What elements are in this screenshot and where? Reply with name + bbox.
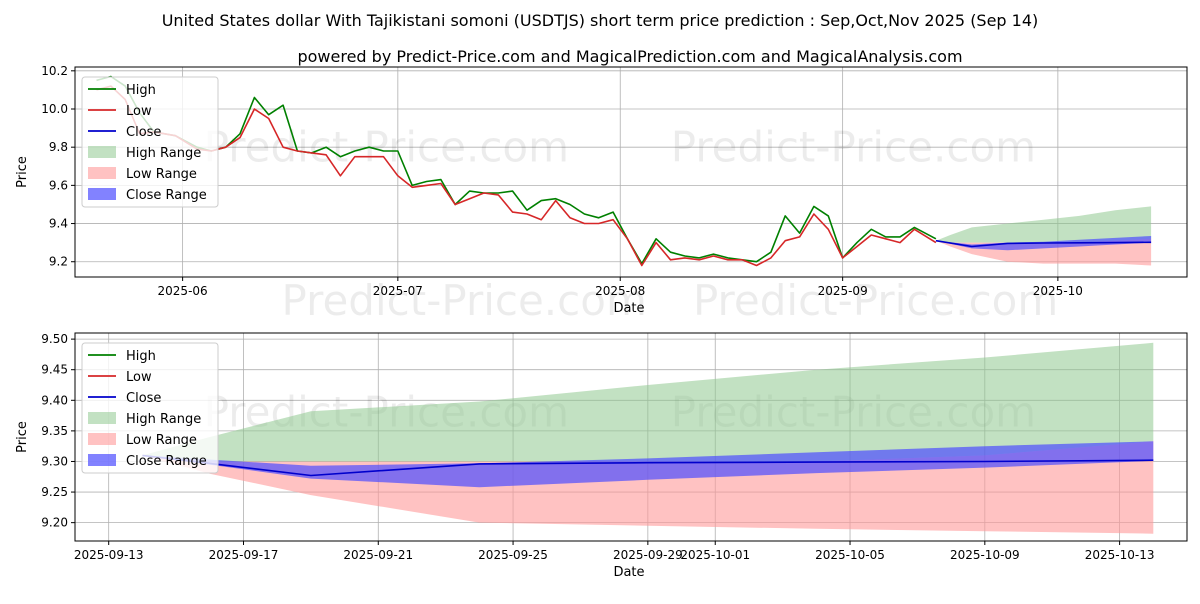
legend-item: Close Range <box>88 188 207 203</box>
y-tick-label: 10.2 <box>41 64 68 78</box>
plot-area <box>96 75 1152 267</box>
legend: High Low Close High Range Low Range Close Ran… <box>81 76 219 208</box>
high-line <box>96 75 937 265</box>
legend-item: High Range <box>88 146 201 161</box>
legend-swatch <box>88 412 116 424</box>
x-tick-label: 2025-10 <box>1033 284 1083 298</box>
x-tick-label: 2025-10-09 <box>950 548 1020 562</box>
legend-item: Low Range <box>88 433 197 448</box>
watermark-text: Predict-Price.com <box>204 123 569 172</box>
x-tick-label: 2025-08 <box>595 284 645 298</box>
legend-item: Low Range <box>88 167 197 182</box>
x-tick-label: 2025-09-21 <box>343 548 413 562</box>
legend-swatch <box>88 167 116 179</box>
legend-label: Low <box>126 370 152 385</box>
y-axis-label: Price <box>15 156 30 188</box>
legend-item: High <box>88 83 156 98</box>
x-tick-label: 2025-09 <box>818 284 868 298</box>
x-tick-label: 2025-06 <box>158 284 208 298</box>
x-tick-label: 2025-10-13 <box>1085 548 1155 562</box>
x-axis-label: Date <box>613 301 644 316</box>
legend-label: High Range <box>126 412 201 427</box>
x-tick-label: 2025-09-17 <box>209 548 279 562</box>
legend-label: High <box>126 349 156 364</box>
legend-label: Low Range <box>126 433 197 448</box>
y-tick-label: 9.8 <box>49 140 68 154</box>
y-tick-label: 9.20 <box>41 516 68 530</box>
legend-item: Close <box>88 391 161 406</box>
axes-frame <box>74 332 1188 542</box>
low-line <box>96 85 937 267</box>
x-tick-label: 2025-10-05 <box>815 548 885 562</box>
y-tick-label: 9.25 <box>41 485 68 499</box>
legend-label: High <box>126 83 156 98</box>
y-tick-label: 9.2 <box>49 255 68 269</box>
legend-label: Close Range <box>126 188 207 203</box>
legend-label: Low Range <box>126 167 197 182</box>
x-tick-label: 2025-09-13 <box>74 548 144 562</box>
plot-area <box>142 342 1154 534</box>
x-tick-label: 2025-10-01 <box>680 548 750 562</box>
x-tick-label: 2025-09-25 <box>478 548 548 562</box>
x-tick-label: 2025-07 <box>373 284 423 298</box>
legend-item: Close <box>88 125 161 140</box>
legend-item: Low <box>88 370 152 385</box>
legend-item: High <box>88 349 156 364</box>
legend-item: Low <box>88 104 152 119</box>
legend-swatch <box>88 146 116 158</box>
high-range-band <box>935 206 1152 243</box>
legend-label: Low <box>126 104 152 119</box>
legend-swatch <box>88 188 116 200</box>
y-tick-label: 10.0 <box>41 102 68 116</box>
chart-subtitle: powered by Predict-Price.com and Magical… <box>297 47 962 66</box>
close-line <box>935 239 1152 248</box>
watermark-text: Predict-Price.com <box>693 276 1058 325</box>
x-axis-label: Date <box>613 565 644 580</box>
y-tick-label: 9.40 <box>41 393 68 407</box>
y-tick-label: 9.4 <box>49 217 68 231</box>
legend-item: High Range <box>88 412 201 427</box>
legend-item: Close Range <box>88 454 207 469</box>
legend-label: Close <box>126 391 161 406</box>
high-range-band <box>142 342 1154 462</box>
watermark-text: Predict-Price.com <box>282 276 647 325</box>
y-axis-label: Price <box>15 421 30 453</box>
legend-label: High Range <box>126 146 201 161</box>
upper-panel: Predict-Price.com Predict-Price.com Predic… <box>15 64 1188 325</box>
axes-frame <box>74 66 1188 278</box>
watermark-text: Predict-Price.com <box>671 123 1036 172</box>
legend-swatch <box>88 454 116 466</box>
y-tick-label: 9.6 <box>49 178 68 192</box>
legend-label: Close <box>126 125 161 140</box>
y-tick-label: 9.50 <box>41 332 68 346</box>
chart-title: United States dollar With Tajikistani so… <box>162 11 1039 30</box>
legend-swatch <box>88 433 116 445</box>
lower-panel: Predict-Price.comPredict-Price.com2025-0… <box>15 332 1188 580</box>
legend-label: Close Range <box>126 454 207 469</box>
x-tick-label: 2025-09-29 <box>613 548 683 562</box>
close-range-band <box>142 441 1154 488</box>
y-tick-label: 9.45 <box>41 363 68 377</box>
y-tick-label: 9.30 <box>41 454 68 468</box>
legend: High Low Close High Range Low Range Close Ran… <box>81 342 219 474</box>
close-line <box>142 454 1154 477</box>
y-tick-label: 9.35 <box>41 424 68 438</box>
